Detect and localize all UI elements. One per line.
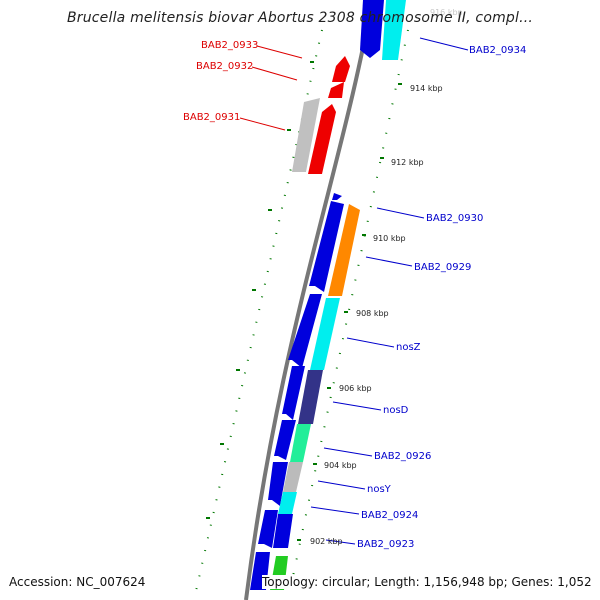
leader-line — [365, 256, 413, 267]
reverse-strand-genes — [250, 0, 384, 590]
gene-arrow-bab2-0924[interactable] — [278, 492, 297, 514]
tick-marks — [206, 61, 402, 541]
gene-arrow[interactable] — [274, 420, 296, 460]
leader-line — [346, 337, 395, 348]
gene-label[interactable]: BAB2_0924 — [361, 510, 418, 521]
map-title: Brucella melitensis biovar Abortus 2308 … — [66, 10, 534, 26]
tick-label: 910 kbp — [373, 234, 406, 243]
gene-arrow[interactable] — [309, 201, 344, 292]
gene-arrow-bab2-0931[interactable] — [308, 104, 336, 174]
gene-arrow[interactable] — [258, 510, 278, 548]
gene-label[interactable]: nosD — [383, 405, 409, 416]
gene-arrow-bab2-0933[interactable] — [332, 56, 350, 82]
gene-arrow-bab2-0926[interactable] — [290, 424, 311, 462]
gene-label[interactable]: BAB2_0930 — [426, 213, 483, 224]
gene-label[interactable]: BAB2_0926 — [374, 451, 431, 462]
gene-label[interactable]: BAB2_0923 — [357, 539, 414, 550]
tick-label: 906 kbp — [339, 384, 372, 393]
leader-line — [419, 37, 469, 51]
gene-arrow-bab2-0923[interactable] — [273, 514, 293, 548]
accession-text: Accession: NC_007624 — [9, 575, 146, 589]
gene-arrow[interactable] — [332, 193, 342, 200]
leader-line — [323, 447, 373, 457]
gene-label[interactable]: BAB2_0931 — [183, 112, 240, 123]
leader-line — [317, 480, 366, 490]
tick-label: 916 kbp — [430, 8, 463, 17]
gene-arrow[interactable] — [360, 0, 384, 58]
tick-label: 904 kbp — [324, 461, 357, 470]
gene-arrow-bab2-0932[interactable] — [328, 82, 344, 98]
gene-label[interactable]: BAB2_0932 — [196, 61, 253, 72]
gene-arrow-nosy[interactable] — [283, 462, 303, 492]
gene-label[interactable]: BAB2_0933 — [201, 40, 258, 51]
gene-arrow[interactable] — [268, 462, 288, 506]
gene-labels: BAB2_0933 BAB2_0932 BAB2_0931 BAB2_0934 … — [183, 40, 526, 550]
gene-arrow-bab2-0929[interactable] — [328, 204, 360, 296]
gene-arrow-bab2-0934[interactable] — [382, 0, 406, 60]
gene-label[interactable]: nosY — [367, 484, 392, 495]
leader-line — [376, 207, 425, 219]
leader-line — [256, 45, 303, 59]
leader-line — [310, 506, 360, 515]
tick-label: 912 kbp — [391, 158, 424, 167]
tick-label: 914 kbp — [410, 84, 443, 93]
tick-label: 902 kbp — [310, 537, 343, 546]
gene-label[interactable]: nosZ — [396, 342, 421, 353]
gene-arrow-nosz[interactable] — [310, 298, 340, 370]
forward-strand-genes — [270, 0, 406, 590]
label-leader-lines — [239, 37, 469, 545]
tick-label: 908 kbp — [356, 309, 389, 318]
topology-text: Topology: circular; Length: 1,156,948 bp… — [262, 575, 592, 589]
leader-line — [325, 539, 356, 545]
position-tick-labels: 916 kbp 914 kbp 912 kbp 910 kbp 908 kbp … — [310, 8, 463, 546]
gene-label[interactable]: BAB2_0929 — [414, 262, 471, 273]
gene-label[interactable]: BAB2_0934 — [469, 45, 526, 56]
gene-arrow-nosd[interactable] — [298, 370, 323, 424]
leader-line — [251, 66, 298, 81]
gene-arrow[interactable] — [288, 294, 322, 368]
chromosome-backbone — [244, 0, 374, 600]
gene-arrow[interactable] — [282, 366, 305, 420]
gene-arrow-grey[interactable] — [292, 98, 320, 172]
leader-line — [332, 401, 382, 411]
leader-line — [239, 117, 286, 131]
